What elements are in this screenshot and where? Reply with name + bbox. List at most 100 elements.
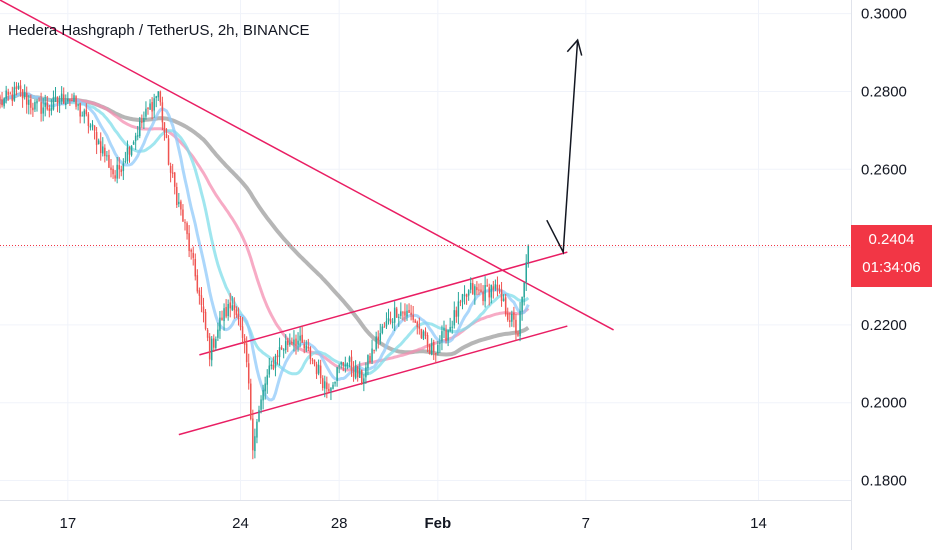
candle-body [418, 326, 421, 329]
candle-body [393, 307, 396, 323]
candle-body [173, 172, 176, 187]
candle-body [157, 91, 160, 98]
candle-body [371, 348, 373, 362]
candle-body [93, 125, 96, 131]
candle-body [233, 304, 236, 311]
candle-body [165, 134, 168, 138]
candle-body [50, 108, 53, 111]
candle-body [428, 345, 431, 354]
candle-body [0, 96, 1, 101]
candle-body [163, 122, 166, 133]
candle-body [196, 275, 199, 292]
candle-body [457, 301, 460, 317]
candle-body [270, 364, 273, 367]
candle-body [449, 327, 451, 331]
candles [0, 80, 530, 460]
candle-body [334, 381, 336, 384]
candle-body [272, 364, 275, 369]
candle-body [519, 310, 521, 337]
candle-body [268, 365, 271, 375]
candle-body [77, 104, 79, 106]
candle-body [309, 347, 312, 360]
candle-body [437, 344, 439, 354]
candle-body [511, 313, 513, 322]
candle-body [28, 99, 30, 105]
candle-body [480, 289, 482, 293]
candle-body [223, 308, 225, 322]
candle-body [132, 141, 135, 145]
candle-body [478, 289, 480, 291]
y-tick-label: 0.2600 [861, 161, 907, 178]
candle-body [171, 172, 174, 174]
candle-body [276, 355, 279, 358]
candle-body [73, 95, 75, 102]
candle-body [56, 96, 59, 104]
candle-body [145, 108, 147, 117]
candle-body [62, 94, 65, 104]
candle-body [225, 306, 227, 317]
candle-body [363, 378, 365, 384]
candle-body [81, 115, 83, 117]
candle-body [412, 315, 414, 320]
candle-body [332, 384, 334, 389]
candle-body [398, 316, 400, 318]
candle-body [178, 201, 180, 205]
candle-body [95, 132, 98, 145]
candle-body [424, 331, 427, 336]
ma-gray-line [0, 92, 530, 357]
candle-body [422, 331, 425, 339]
candle-body [484, 285, 486, 302]
candle-body [143, 118, 145, 123]
candle-body [17, 85, 20, 89]
candle-body [112, 168, 114, 175]
candle-body [416, 321, 419, 328]
candle-body [104, 147, 106, 157]
candle-body [176, 186, 178, 206]
candle-body [32, 107, 34, 111]
candle-body [387, 318, 390, 321]
candle-body [67, 98, 69, 102]
candle-body [122, 163, 125, 172]
candle-body [523, 282, 525, 298]
channel-lower-line [178, 325, 568, 436]
candle-body [303, 344, 305, 349]
projection-arrow [546, 40, 579, 255]
x-tick-label: 14 [750, 515, 767, 532]
last-price-badge: 0.2404 01:34:06 [851, 225, 932, 287]
candle-body [342, 362, 345, 366]
candle-body [227, 304, 229, 317]
candle-body [243, 338, 246, 345]
candle-body [194, 259, 197, 277]
candle-body [60, 93, 63, 101]
candle-body [299, 335, 301, 341]
candle-body [486, 285, 488, 287]
candle-body [509, 320, 511, 322]
candle-body [256, 421, 258, 438]
candle-body [136, 135, 139, 137]
candle-body [517, 333, 519, 336]
candle-body [192, 252, 194, 258]
candle-body [25, 93, 28, 105]
candle-body [313, 359, 316, 365]
candle-body [87, 114, 90, 126]
candle-body [500, 289, 503, 302]
candle-body [445, 329, 447, 341]
candle-body [358, 368, 361, 378]
candle-body [126, 147, 129, 161]
candle-body [54, 96, 57, 99]
candle-body [346, 362, 349, 366]
candle-body [184, 222, 186, 224]
candle-body [116, 164, 118, 179]
candle-body [420, 328, 423, 338]
candle-body [208, 336, 211, 360]
candle-body [356, 366, 359, 378]
candle-body [317, 364, 320, 374]
candle-body [521, 296, 523, 312]
candle-body [295, 338, 297, 346]
candle-body [44, 102, 46, 107]
candle-body [476, 287, 478, 291]
candle-body [467, 290, 470, 296]
candle-body [97, 140, 100, 144]
ma-cyan-line [0, 92, 530, 376]
